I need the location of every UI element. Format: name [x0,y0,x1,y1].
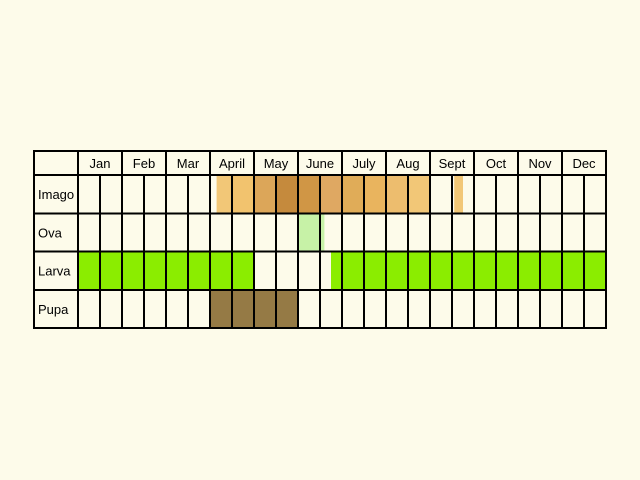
stage-label: Ova [38,225,63,240]
period-imago-8 [386,175,408,214]
month-label: Sept [439,156,466,171]
period-larva-1 [331,251,606,290]
month-label: Oct [486,156,507,171]
stage-label: Pupa [38,302,69,317]
month-label: Feb [133,156,155,171]
period-imago-2 [254,175,276,214]
chart-labels: Jan Feb Mar April May June July Aug Sept Oct Nov De… [38,156,596,317]
month-label: Mar [177,156,200,171]
stage-label: Larva [38,264,71,279]
month-label: Jan [90,156,111,171]
period-imago-1 [232,175,254,214]
period-imago-6 [342,175,364,214]
period-imago-7 [364,175,386,214]
month-label: Nov [528,156,552,171]
period-imago-3 [276,175,298,214]
stage-label: Imago [38,187,74,202]
period-imago-4 [298,175,320,214]
period-imago-0 [216,175,232,214]
grid-lines [33,150,607,329]
month-label: April [219,156,245,171]
month-label: Aug [396,156,419,171]
month-label: Dec [572,156,596,171]
period-imago-9 [408,175,430,214]
period-imago-5 [320,175,342,214]
period-imago-10 [454,175,463,214]
month-label: June [306,156,334,171]
month-label: July [352,156,376,171]
month-label: May [264,156,289,171]
table-frame [33,150,607,329]
